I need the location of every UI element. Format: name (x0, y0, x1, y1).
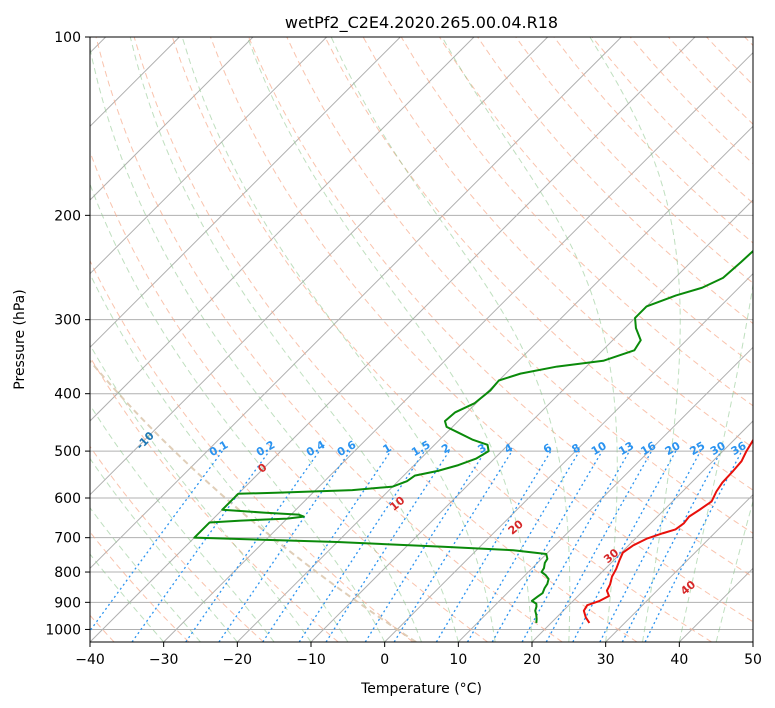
moist-adiabat (90, 182, 386, 642)
y-tick-label: 100 (54, 30, 81, 46)
x-tick-label: −20 (223, 652, 253, 668)
x-tick-label: −10 (296, 652, 326, 668)
dry-adiabat (95, 37, 563, 642)
y-tick-label: 200 (54, 208, 81, 224)
dewpoint-line (193, 249, 753, 624)
moist-adiabat (90, 343, 312, 642)
mixing-ratio-line (545, 450, 653, 642)
mixing-ratio-line (521, 450, 631, 642)
isotherm-line (163, 51, 753, 642)
dry-adiabat (133, 37, 638, 642)
y-axis: 100 200 300 400 500 600 700 800 900 1000 (45, 30, 90, 638)
mixing-ratio-line (298, 450, 425, 642)
y-tick-label: 400 (54, 387, 81, 403)
isotherm-line (90, 37, 328, 275)
mixing-ratio-line (572, 450, 677, 642)
isotherm-line (457, 346, 753, 642)
moist-adiabat (90, 457, 238, 642)
x-tick-label: 40 (670, 652, 688, 668)
mixing-ratio-line (325, 450, 450, 642)
series-layer (193, 249, 753, 624)
x-tick-label: 30 (597, 652, 615, 668)
moist-adiabat (90, 272, 349, 642)
dry-adiabat (248, 37, 753, 578)
moist-adiabat (181, 37, 496, 642)
mixing-ratio-lines (90, 450, 743, 642)
plot-frame (89, 36, 754, 643)
x-tick-label: 10 (449, 652, 467, 668)
mixing-ratio-line (491, 450, 603, 642)
moist-adiabat (715, 499, 753, 642)
moist-adiabat (678, 281, 753, 642)
isotherm-line (384, 272, 753, 642)
dry-adiabat (324, 37, 753, 491)
moist-adiabat (90, 553, 165, 642)
y-axis-label: Pressure (hPa) (12, 289, 28, 389)
moist-adiabat (90, 45, 422, 642)
mixing-ratio-line (644, 450, 743, 642)
moist-adiabat (441, 37, 618, 642)
mixing-ratio-line (90, 450, 223, 632)
x-tick-label: 50 (744, 652, 762, 668)
y-tick-label: 700 (54, 531, 81, 547)
mixing-ratio-line (393, 450, 513, 642)
x-axis: −40 −30 −20 −10 0 10 20 30 40 50 (75, 642, 762, 668)
moist-adiabat (90, 404, 275, 642)
y-tick-label: 900 (54, 595, 81, 611)
mixing-ratio-line (364, 450, 486, 642)
plot-area: -100-90-80-70-60-50-40-30-20-100.10.20.4… (90, 37, 753, 642)
moist-adiabat (589, 37, 681, 642)
isotherm-line (90, 37, 475, 422)
isotherm-line (90, 37, 549, 496)
dry-adiabat (90, 259, 414, 642)
x-axis-label: Temperature (°C) (360, 681, 482, 697)
dry-adiabat (210, 37, 753, 623)
dry-adiabat (90, 445, 264, 642)
mixing-ratio-line (185, 450, 320, 642)
isotherm-line (605, 493, 753, 642)
mixing-ratio-line (435, 450, 552, 642)
mixing-ratio-line (599, 450, 702, 642)
dry-adiabat (171, 37, 712, 642)
mixing-ratio-line (466, 450, 580, 642)
moist-adiabat (90, 506, 201, 642)
y-tick-label: 300 (54, 313, 81, 329)
y-tick-label: 1000 (45, 622, 81, 638)
x-tick-label: −30 (149, 652, 179, 668)
isotherm-line (90, 37, 254, 201)
moist-adiabat (330, 37, 571, 642)
moist-adiabat (246, 37, 533, 642)
x-tick-label: −40 (75, 652, 105, 668)
isotherm-line (531, 420, 753, 642)
y-tick-label: 600 (54, 491, 81, 507)
dry-adiabat (515, 37, 753, 284)
x-tick-label: 20 (523, 652, 541, 668)
isotherm-line (90, 37, 401, 349)
background-curves (90, 359, 417, 642)
x-tick-label: 0 (380, 652, 389, 668)
temperature-line (582, 438, 753, 624)
isotherm-line (90, 37, 622, 570)
y-tick-label: 800 (54, 565, 81, 581)
y-tick-label: 500 (54, 444, 81, 460)
chart-title: wetPf2_C2E4.2020.265.00.04.R18 (285, 13, 558, 33)
reference-curve (90, 359, 417, 642)
mixing-ratio-line (621, 450, 722, 642)
dry-adiabat (286, 37, 753, 534)
